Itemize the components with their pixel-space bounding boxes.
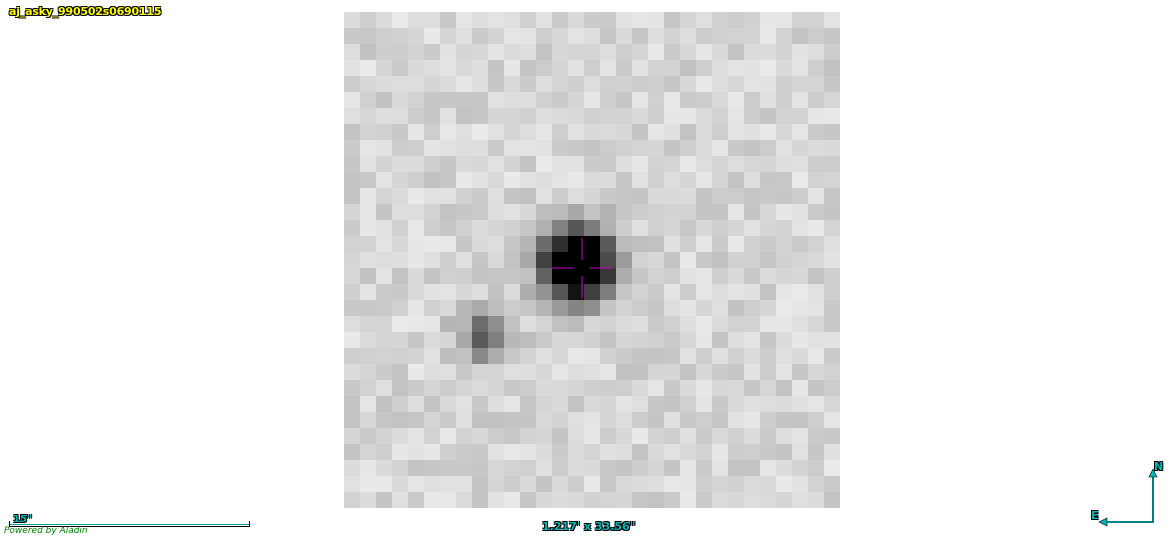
compass-rose: N E	[1088, 460, 1168, 530]
scale-bar	[9, 521, 250, 527]
compass-arrows-icon	[1098, 468, 1158, 527]
compass-east-label: E	[1091, 509, 1099, 522]
compass-north-label: N	[1154, 460, 1164, 473]
field-of-view-label: 1.217' x 33.56"	[542, 520, 636, 533]
scale-label: 15"	[13, 514, 33, 525]
powered-by-credit: Powered by Aladin	[4, 526, 88, 536]
survey-title: aj_asky_990502s0690115	[9, 5, 162, 18]
sky-pixels	[344, 12, 840, 508]
sky-image[interactable]	[344, 12, 840, 508]
